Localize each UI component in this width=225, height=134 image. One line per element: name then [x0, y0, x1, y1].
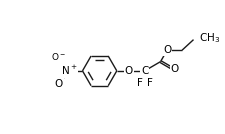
Text: O: O — [55, 79, 63, 89]
Text: O: O — [171, 64, 179, 74]
Text: C: C — [141, 66, 148, 76]
Text: O$^-$: O$^-$ — [51, 51, 66, 62]
Text: CH$_3$: CH$_3$ — [199, 32, 220, 45]
Text: F: F — [147, 78, 153, 88]
Text: N$^+$: N$^+$ — [61, 64, 77, 77]
Text: O: O — [163, 45, 171, 55]
Text: O: O — [125, 66, 133, 76]
Text: F: F — [137, 78, 143, 88]
